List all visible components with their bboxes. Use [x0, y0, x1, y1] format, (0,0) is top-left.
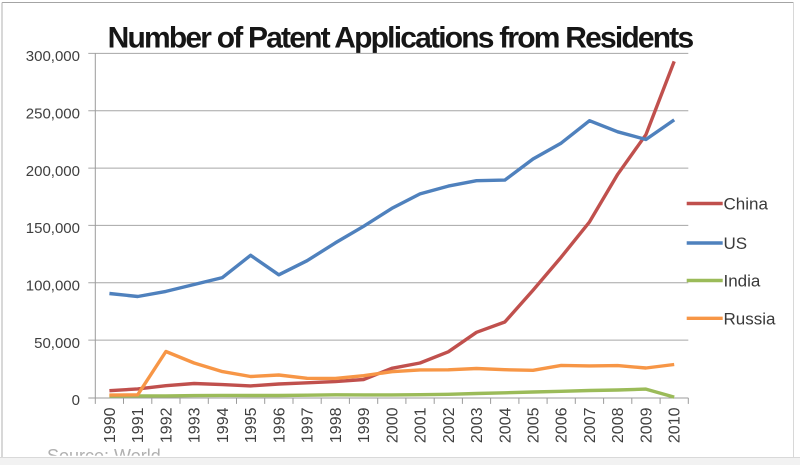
svg-text:100,000: 100,000: [26, 278, 80, 295]
svg-text:India: India: [724, 272, 761, 291]
svg-text:1996: 1996: [271, 407, 288, 443]
svg-text:1998: 1998: [328, 407, 345, 443]
svg-text:1997: 1997: [300, 407, 317, 443]
svg-text:1990: 1990: [102, 407, 119, 443]
svg-text:Number of Patent Applications: Number of Patent Applications from Resid…: [108, 22, 694, 55]
svg-text:China: China: [724, 195, 769, 214]
svg-text:50,000: 50,000: [34, 335, 80, 352]
svg-text:2001: 2001: [413, 407, 430, 443]
svg-text:2010: 2010: [667, 407, 684, 443]
svg-text:1993: 1993: [187, 407, 204, 443]
svg-text:US: US: [724, 234, 748, 253]
svg-text:Source: World Bank: Source: World Bank: [47, 446, 208, 465]
svg-text:2004: 2004: [497, 407, 514, 443]
svg-text:2002: 2002: [441, 407, 458, 443]
svg-text:300,000: 300,000: [26, 48, 80, 65]
svg-text:Russia: Russia: [724, 309, 777, 328]
svg-text:1999: 1999: [356, 407, 373, 443]
svg-text:2000: 2000: [384, 407, 401, 443]
svg-text:1995: 1995: [243, 407, 260, 443]
svg-text:1991: 1991: [130, 407, 147, 443]
svg-text:2007: 2007: [582, 407, 599, 443]
svg-text:0: 0: [72, 392, 80, 409]
svg-text:2008: 2008: [610, 407, 627, 443]
svg-text:150,000: 150,000: [26, 220, 80, 237]
svg-text:2006: 2006: [554, 407, 571, 443]
svg-text:2003: 2003: [469, 407, 486, 443]
svg-text:1992: 1992: [158, 407, 175, 443]
svg-text:1994: 1994: [215, 407, 232, 443]
svg-text:200,000: 200,000: [26, 163, 80, 180]
svg-text:2005: 2005: [526, 407, 543, 443]
svg-text:2009: 2009: [638, 407, 655, 443]
svg-text:250,000: 250,000: [26, 106, 80, 123]
